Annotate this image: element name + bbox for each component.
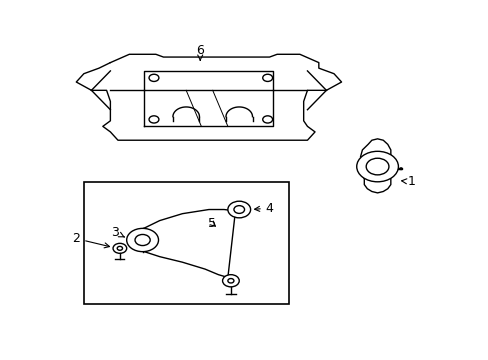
Circle shape xyxy=(399,168,402,170)
Text: 4: 4 xyxy=(254,202,273,215)
Text: 6: 6 xyxy=(196,44,203,60)
Circle shape xyxy=(135,234,150,246)
Circle shape xyxy=(117,246,122,250)
Circle shape xyxy=(227,279,233,283)
Polygon shape xyxy=(360,139,395,193)
Circle shape xyxy=(262,74,272,81)
Circle shape xyxy=(126,228,158,252)
Polygon shape xyxy=(142,210,235,278)
Circle shape xyxy=(149,116,159,123)
Text: 3: 3 xyxy=(111,226,124,239)
Circle shape xyxy=(113,243,126,253)
Circle shape xyxy=(149,74,159,81)
Circle shape xyxy=(227,201,250,218)
Circle shape xyxy=(356,151,398,182)
Text: 5: 5 xyxy=(208,217,216,230)
Text: 2: 2 xyxy=(72,232,109,248)
Text: 1: 1 xyxy=(401,175,415,188)
Bar xyxy=(84,182,288,304)
Circle shape xyxy=(366,158,388,175)
Circle shape xyxy=(222,275,239,287)
Circle shape xyxy=(233,206,244,213)
Circle shape xyxy=(262,116,272,123)
